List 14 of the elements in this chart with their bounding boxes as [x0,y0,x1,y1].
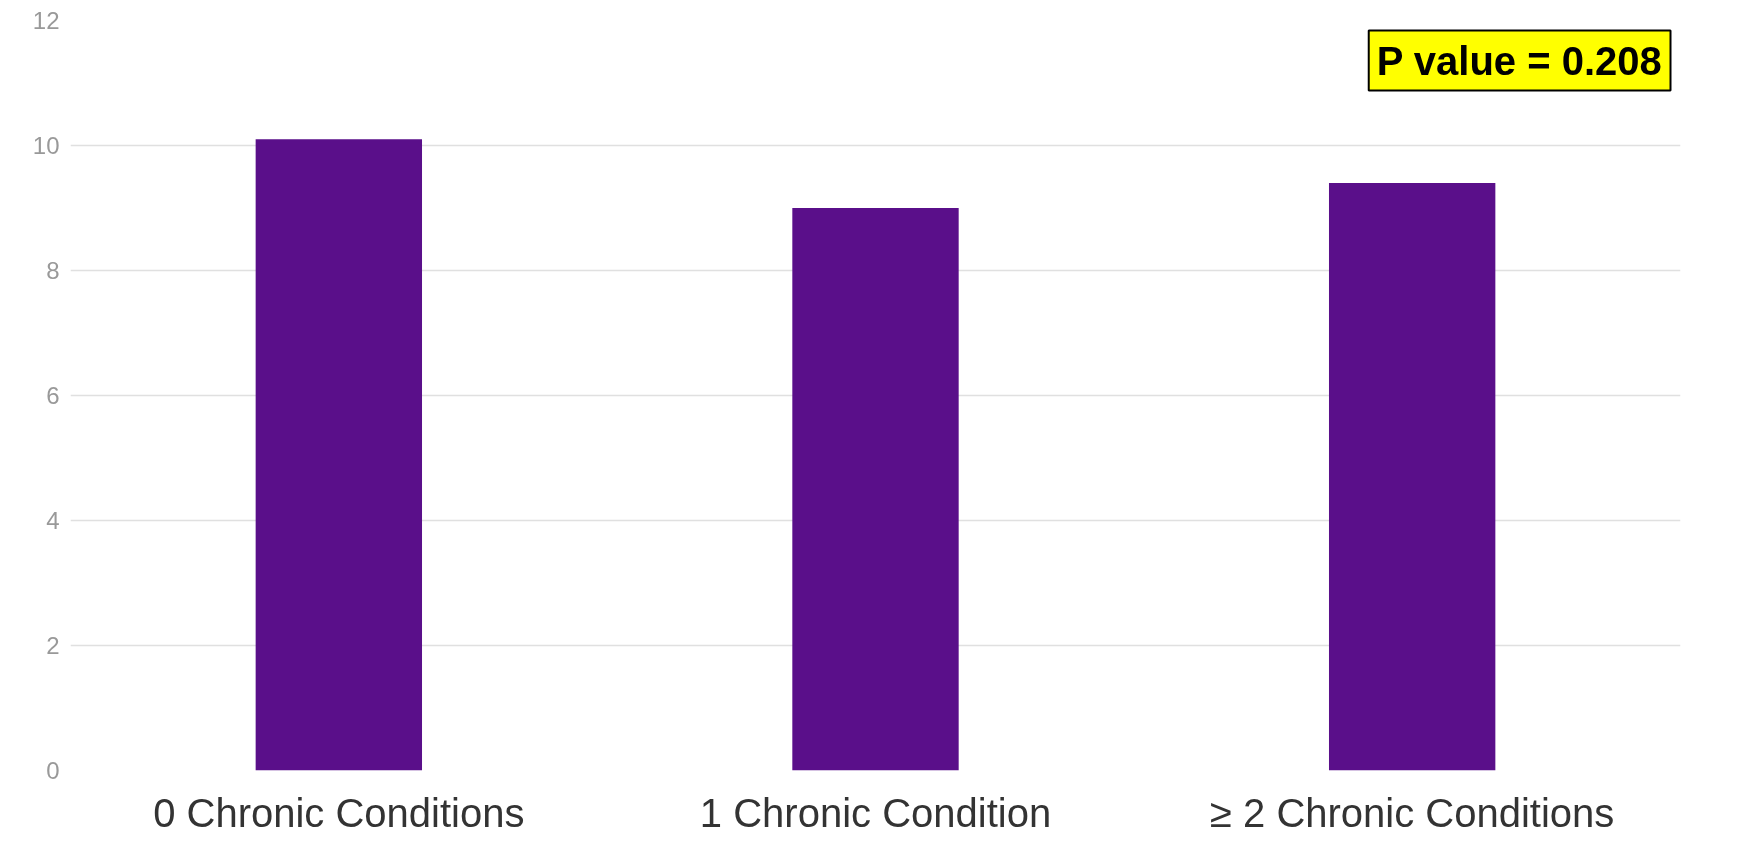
annotation: P value = 0.208 [1376,38,1662,83]
y-tick-label: 0 [46,757,60,784]
y-tick-label: 8 [46,257,60,284]
x-tick-label: 0 Chronic Conditions [153,790,525,835]
y-tick-label: 2 [46,632,60,659]
x-tick-label: 1 Chronic Condition [699,790,1052,835]
x-tick-label: ≥ 2 Chronic Conditions [1209,790,1615,835]
bar [792,208,959,771]
y-tick-label: 4 [46,507,60,534]
y-tick-label: 12 [32,7,60,34]
bar [255,139,423,771]
y-tick-label: 6 [46,382,60,409]
bar [1328,183,1496,771]
y-tick-label: 10 [32,132,60,159]
